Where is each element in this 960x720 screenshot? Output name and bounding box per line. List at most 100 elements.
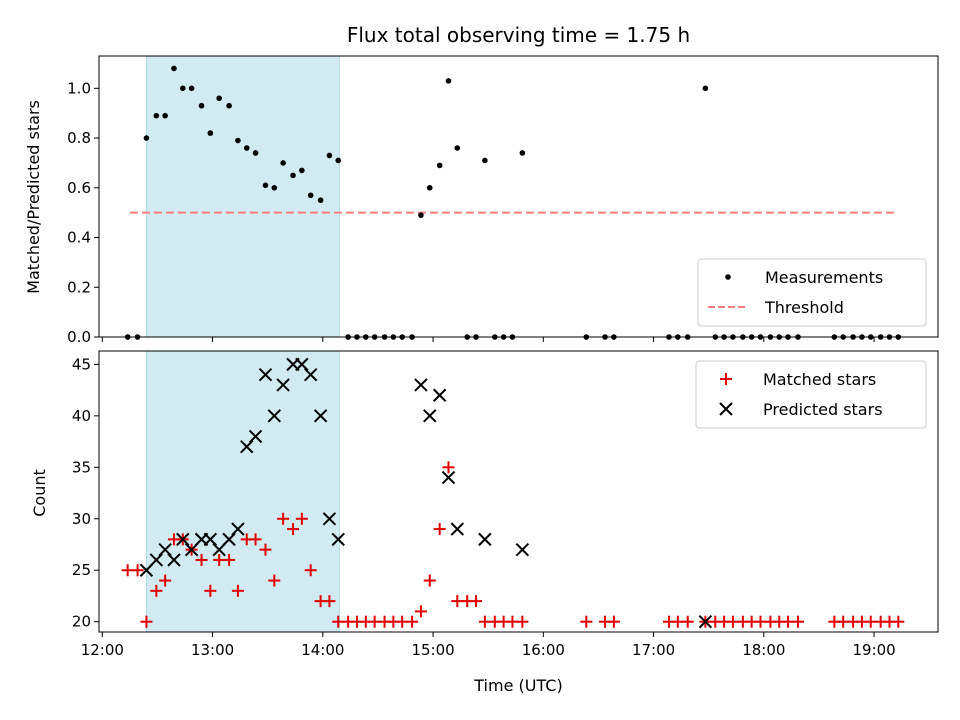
predicted-point-b (149, 553, 164, 567)
bottom-ytick-label: 35 (72, 458, 91, 476)
predicted-point-b (231, 522, 245, 536)
legend-label-predicted: Predicted stars (763, 400, 883, 419)
predicted-point (414, 378, 428, 392)
bottom-xtick-label: 15:00 (411, 641, 454, 659)
measurement-point (436, 162, 443, 169)
predicted-point-b (478, 532, 492, 547)
measurement-point (179, 85, 186, 92)
predicted-point (248, 429, 263, 444)
top-ytick-label: 0.0 (67, 328, 91, 346)
top-legend-box (697, 258, 927, 327)
measurement-point (207, 130, 214, 136)
predicted-point (176, 532, 190, 547)
matched-point (268, 574, 281, 587)
bottom-legend-box (695, 360, 927, 429)
top-y-ticks: 0.0 0.2 0.4 0.6 0.8 1.0 (67, 79, 99, 346)
predicted-point (450, 522, 465, 536)
top-ytick-label: 0.4 (67, 229, 91, 247)
top-ytick-label: 0.6 (67, 179, 91, 197)
predicted-point (139, 563, 154, 577)
measurement-point (235, 137, 241, 144)
predicted-point-b (212, 542, 226, 557)
measurement-point (198, 102, 205, 109)
predicted-point-b (248, 429, 263, 444)
shaded-span-rect (145, 55, 340, 338)
top-x-ticks (101, 337, 875, 342)
predicted-point (515, 542, 530, 557)
predicted-point (441, 470, 456, 485)
shaded-span-rect (145, 350, 340, 633)
legend-label-measurements: Measurements (765, 268, 883, 287)
predicted-point (240, 440, 254, 454)
predicted-point-b (295, 357, 309, 372)
measurement-point (243, 145, 250, 151)
legend-marker-measurements (725, 274, 731, 280)
predicted-point-b (423, 409, 437, 423)
legend-label-matched: Matched stars (763, 370, 876, 389)
bottom-predicted-points (139, 357, 713, 629)
matched-point (892, 615, 905, 628)
predicted-point-b (203, 532, 218, 547)
bottom-xtick-label: 13:00 (191, 641, 234, 659)
predicted-point-b (441, 470, 456, 485)
bottom-xtick-label: 16:00 (522, 641, 565, 659)
measurement-point (326, 152, 333, 159)
matched-point (259, 543, 272, 556)
predicted-point-b (698, 614, 713, 629)
bottom-xtick-label: 14:00 (301, 641, 344, 659)
measurement-point (445, 78, 452, 84)
predicted-point (303, 367, 318, 382)
predicted-point-b (167, 553, 181, 567)
matched-point (287, 523, 300, 536)
predicted-point-b (222, 532, 236, 547)
matched-point (414, 605, 427, 618)
predicted-point (184, 542, 199, 557)
measurement-point (418, 212, 424, 218)
bottom-matched-points (121, 461, 905, 628)
legend-label-threshold: Threshold (764, 298, 844, 317)
predicted-point-b (184, 542, 199, 557)
bottom-ytick-label: 45 (72, 355, 91, 373)
matched-point (140, 615, 153, 628)
top-legend: Measurements Threshold (697, 258, 927, 327)
measurement-point (317, 197, 324, 204)
measurement-point (454, 145, 461, 151)
predicted-point-b (515, 542, 530, 557)
bottom-xtick-label: 19:00 (852, 641, 895, 659)
predicted-point-b (240, 440, 254, 454)
predicted-point (295, 357, 309, 372)
bottom-xtick-label: 18:00 (742, 641, 785, 659)
measurement-point (702, 85, 709, 92)
predicted-point (231, 522, 245, 536)
measurement-point (262, 182, 269, 189)
matched-point (681, 615, 694, 628)
bottom-x-ticks: 12:00 13:00 14:00 15:00 16:00 17:00 18:00 19:00 (81, 632, 896, 659)
top-ytick-label: 0.8 (67, 129, 91, 147)
bottom-xtick-label: 17:00 (632, 641, 675, 659)
bottom-panel: 20 25 30 35 40 45 12:00 13:00 14:00 15:00 16:00 17… (30, 350, 939, 695)
predicted-point-b (313, 409, 328, 423)
bottom-y-ticks: 20 25 30 35 40 45 (72, 355, 99, 631)
measurement-point (162, 112, 168, 119)
bottom-shaded-span (145, 350, 340, 633)
measurement-point (299, 167, 305, 174)
predicted-point-b (158, 542, 172, 557)
measurement-point (307, 192, 314, 199)
predicted-point (149, 553, 164, 567)
top-y-axis-label: Matched/Predicted stars (24, 100, 43, 294)
matched-point (223, 553, 236, 566)
predicted-point (222, 532, 236, 547)
matched-point (231, 584, 244, 597)
matched-point (580, 615, 593, 628)
matched-point (607, 615, 620, 628)
matched-point (442, 461, 455, 474)
predicted-point (432, 388, 447, 402)
predicted-point (167, 553, 181, 567)
predicted-point (322, 512, 337, 526)
predicted-point-b (303, 367, 318, 382)
bottom-ytick-label: 30 (72, 510, 91, 528)
measurement-point (252, 150, 259, 156)
legend-marker-matched (720, 373, 732, 385)
